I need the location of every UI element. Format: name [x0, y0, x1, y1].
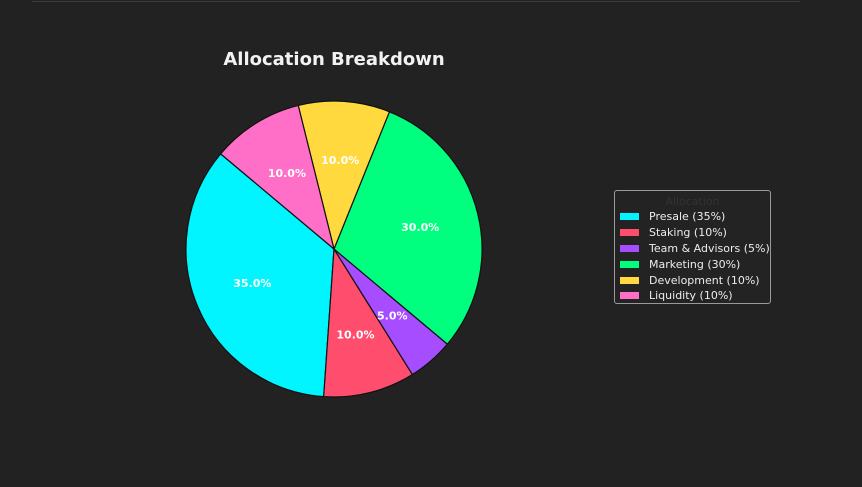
- pie-slice: [333, 110, 483, 345]
- legend: Allocation Presale (35%) Staking (10%) Tea…: [614, 190, 771, 304]
- legend-swatch: [620, 292, 639, 300]
- legend-swatch: [620, 260, 639, 268]
- legend-item: Staking (10%): [620, 225, 770, 241]
- pie-percent-label: 10.0%: [336, 329, 374, 342]
- legend-items: Presale (35%) Staking (10%) Team & Advisor…: [620, 209, 770, 304]
- pie-percent-label: 30.0%: [401, 221, 439, 234]
- legend-swatch: [620, 229, 639, 237]
- pie-slice: [297, 100, 391, 251]
- legend-item: Team & Advisors (5%): [620, 241, 770, 257]
- legend-label: Staking (10%): [649, 226, 727, 240]
- pie-slice: [323, 247, 414, 398]
- pie-slice: [185, 153, 335, 398]
- pie-percent-label: 10.0%: [321, 154, 359, 167]
- legend-item: Marketing (30%): [620, 256, 770, 272]
- legend-swatch: [620, 244, 639, 252]
- pie-percent-label: 5.0%: [377, 310, 408, 323]
- legend-swatch: [620, 213, 639, 221]
- pie-percent-labels: 35.0%10.0%5.0%30.0%10.0%10.0%: [233, 154, 439, 342]
- legend-label: Development (10%): [649, 273, 760, 287]
- legend-item: Liquidity (10%): [620, 288, 770, 304]
- legend-label: Team & Advisors (5%): [649, 241, 770, 255]
- legend-title: Allocation: [665, 195, 720, 208]
- legend-label: Liquidity (10%): [649, 289, 733, 303]
- legend-label: Marketing (30%): [649, 257, 741, 271]
- legend-swatch: [620, 276, 639, 284]
- legend-label: Presale (35%): [649, 210, 726, 224]
- pie-slices: [185, 100, 483, 398]
- chart-title: Allocation Breakdown: [223, 49, 444, 70]
- pie-slice: [219, 104, 336, 251]
- pie-percent-label: 35.0%: [233, 277, 271, 290]
- legend-item: Development (10%): [620, 272, 770, 288]
- top-divider: [32, 1, 800, 2]
- pie-percent-label: 10.0%: [268, 167, 306, 180]
- legend-item: Presale (35%): [620, 209, 770, 225]
